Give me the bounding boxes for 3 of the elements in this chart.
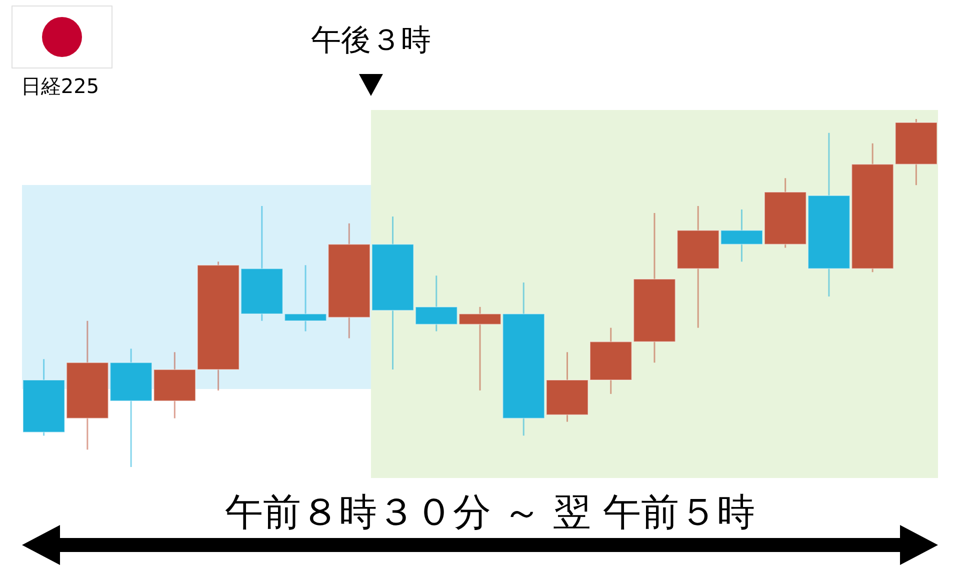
chart-title: 日経225 (20, 74, 100, 98)
x-axis-title: 午前８時３０分 ～ 翌 午前５時 (224, 490, 756, 534)
text: 午後３時 (310, 23, 431, 58)
